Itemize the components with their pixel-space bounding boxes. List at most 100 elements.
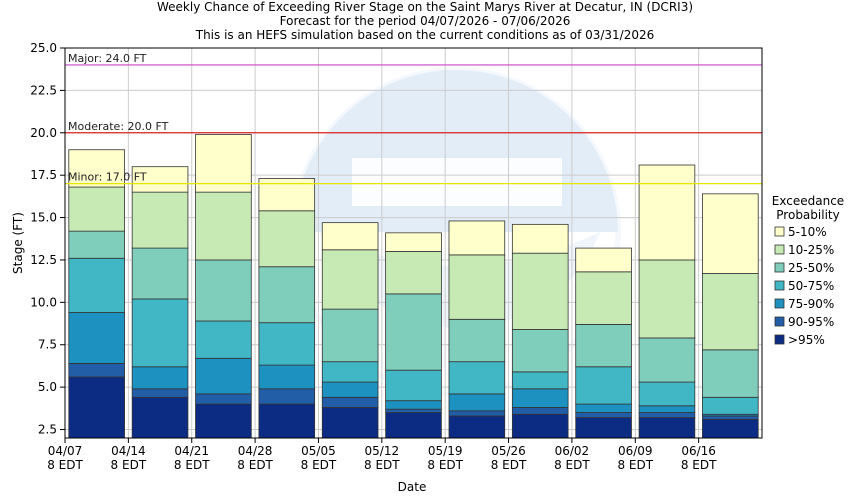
threshold-label: Minor: 17.0 FT (68, 171, 147, 184)
bar-segment (195, 320, 252, 359)
y-tick-label: 25.0 (30, 41, 57, 55)
bar-segment (321, 407, 379, 439)
y-tick-label: 7.5 (38, 338, 57, 352)
bar-segment (511, 329, 569, 373)
legend-entry: 25-50% (788, 261, 834, 275)
bar-segment (385, 412, 442, 439)
y-tick-label: 22.5 (30, 83, 57, 97)
bar-segment (511, 371, 569, 390)
bar-segment (385, 232, 442, 252)
bar-segment (258, 364, 316, 390)
bar-segment (638, 405, 696, 413)
bar-segment (385, 251, 442, 295)
bar-segment (511, 223, 569, 254)
chart-title: Weekly Chance of Exceeding River Stage o… (156, 0, 694, 14)
x-tick-label-time: 8 EDT (301, 458, 337, 472)
bar-segment (195, 191, 252, 261)
bar-segment (68, 230, 125, 259)
bar-segment (638, 381, 696, 407)
x-tick-label-date: 04/21 (174, 444, 209, 458)
bar-segment (195, 403, 252, 439)
legend-swatch (774, 298, 785, 309)
legend-entry: 5-10% (788, 225, 827, 239)
bar-segment (448, 318, 506, 363)
threshold-label: Moderate: 20.0 FT (68, 120, 169, 133)
bar-segment (702, 273, 759, 351)
threshold-lines: Major: 24.0 FT Moderate: 20.0 FT Minor: 17… (65, 52, 762, 185)
bar-segment (575, 366, 632, 405)
legend-swatch (774, 244, 785, 255)
threshold-label: Major: 24.0 FT (68, 52, 147, 65)
bar-segment (131, 388, 189, 398)
bar-segment (195, 357, 252, 395)
bar-segment (195, 259, 252, 322)
bar-segment (321, 222, 379, 251)
plot-area: Major: 24.0 FT Moderate: 20.0 FT Minor: 17… (64, 47, 763, 439)
legend-swatch (774, 226, 785, 237)
y-tick-label: 15.0 (30, 211, 57, 225)
chart-subtitle-period: Forecast for the period 04/07/2026 - 07/… (279, 14, 571, 28)
bar-segment (511, 252, 569, 330)
bar-segment (321, 361, 379, 383)
bar-segment (385, 293, 442, 371)
bar-segment (68, 186, 125, 232)
bar-segment (131, 247, 189, 300)
legend-title-line-1: Exceedance (772, 194, 844, 208)
x-tick-label-time: 8 EDT (237, 458, 273, 472)
legend-entry: 75-90% (788, 297, 834, 311)
plot-frame (64, 47, 763, 439)
bar-segment (448, 361, 506, 395)
x-tick-label-date: 04/14 (111, 444, 146, 458)
x-tick-label-date: 06/02 (555, 444, 590, 458)
bar-segment (702, 349, 759, 398)
bar-segment (131, 166, 189, 193)
bar-segment (575, 412, 632, 419)
bar-segment (511, 388, 569, 408)
x-tick-label-time: 8 EDT (111, 458, 147, 472)
bar-segment (638, 164, 696, 261)
bar-segment (385, 408, 442, 413)
x-axis-title: Date (398, 480, 427, 494)
y-axis-title: Stage (FT) (11, 212, 25, 274)
bar-segment (385, 400, 442, 410)
bar-segment (448, 254, 506, 320)
x-tick-label-date: 06/16 (681, 444, 716, 458)
legend: Exceedance Probability 5-10% 10-25% 25-50%… (772, 194, 844, 347)
legend-title-line-2: Probability (776, 208, 839, 222)
bar-segment (702, 418, 759, 439)
y-axis: 2.5 5.0 7.5 10.0 12.5 15.0 17.5 20.0 22.5 25.0 (30, 41, 65, 437)
bar-segment (385, 369, 442, 402)
bar-segment (638, 417, 696, 439)
bar-segment (258, 322, 316, 366)
bar-segment (575, 247, 632, 273)
bar-segment (131, 396, 189, 439)
bar-segment (448, 415, 506, 439)
chart-title-block: Weekly Chance of Exceeding River Stage o… (0, 0, 850, 42)
legend-entry: 90-95% (788, 315, 834, 329)
bar-segment (321, 249, 379, 310)
y-tick-label: 20.0 (30, 126, 57, 140)
x-tick-label-time: 8 EDT (681, 458, 717, 472)
x-tick-label-date: 04/28 (238, 444, 273, 458)
y-tick-label: 17.5 (30, 168, 57, 182)
legend-entry: 50-75% (788, 279, 834, 293)
x-tick-label-time: 8 EDT (491, 458, 527, 472)
x-tick-label-time: 8 EDT (364, 458, 400, 472)
bar-segment (68, 362, 125, 378)
bar-segment (131, 298, 189, 368)
bar-segment (702, 193, 759, 274)
x-tick-label-date: 05/19 (428, 444, 463, 458)
legend-swatch (774, 316, 785, 327)
bar-segment (68, 376, 125, 439)
bar-segment (702, 415, 759, 420)
bar-segment (131, 191, 189, 249)
bar-segment (448, 220, 506, 256)
x-tick-label-date: 05/12 (365, 444, 400, 458)
legend-entry: >95% (788, 333, 825, 347)
legend-entry: 10-25% (788, 243, 834, 257)
y-tick-label: 12.5 (30, 253, 57, 267)
x-tick-label-date: 05/05 (301, 444, 336, 458)
bar-segment (321, 308, 379, 363)
bar-segment (638, 259, 696, 339)
